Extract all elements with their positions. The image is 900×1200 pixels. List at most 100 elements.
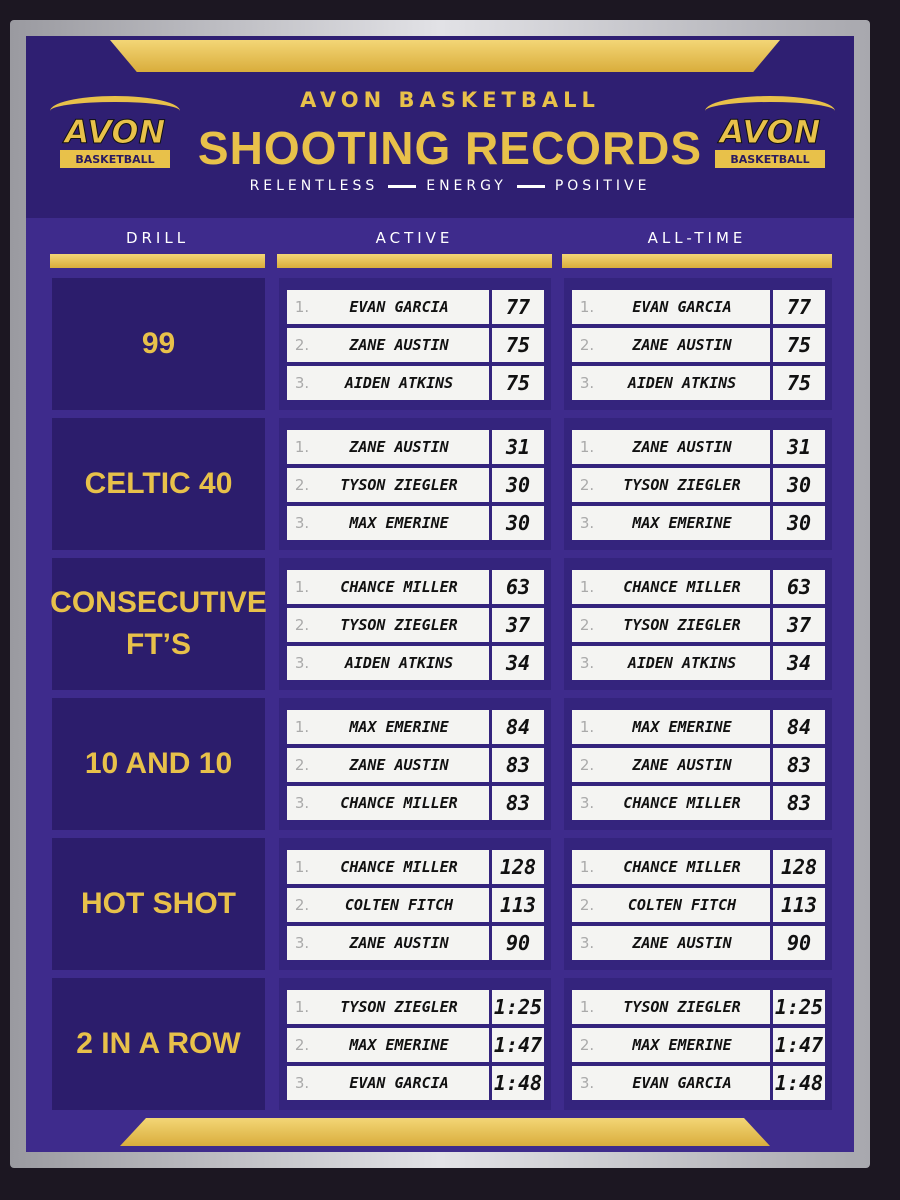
entry-rank: 1.	[579, 718, 595, 736]
entry-strip	[287, 290, 489, 324]
motto-word: RELENTLESS	[249, 178, 379, 194]
entry-name: EVAN GARCIA	[632, 1074, 732, 1092]
column-header: ALL-TIME	[647, 229, 747, 247]
entry-strip	[572, 570, 770, 604]
drill-cell	[52, 418, 265, 550]
entry-score: 30	[492, 506, 544, 540]
entry-strip	[572, 710, 770, 744]
entry-score: 1:48	[492, 1066, 544, 1100]
entry-name: CHANCE MILLER	[340, 578, 458, 596]
entry-score: 34	[492, 646, 544, 680]
entry-rank: 1.	[579, 298, 595, 316]
title: SHOOTING RECORDS	[197, 122, 703, 174]
entry-score: 77	[492, 290, 544, 324]
entry-name: EVAN GARCIA	[349, 1074, 449, 1092]
entry-name: MAX EMERINE	[632, 718, 732, 736]
entry-strip	[287, 570, 489, 604]
entry-score: 31	[492, 430, 544, 464]
entry-score: 84	[773, 710, 825, 744]
entry-rank: 2.	[579, 336, 595, 354]
entry-score: 1:47	[492, 1028, 544, 1062]
column-bar	[50, 254, 265, 268]
entry-name: EVAN GARCIA	[349, 298, 449, 316]
column-header: ACTIVE	[375, 229, 454, 247]
column-header: DRILL	[125, 229, 190, 247]
entry-rank: 1.	[294, 298, 310, 316]
entry-score: 34	[773, 646, 825, 680]
entry-name: ZANE AUSTIN	[632, 756, 732, 774]
entry-score: 63	[492, 570, 544, 604]
entry-score: 113	[492, 888, 544, 922]
entry-rank: 3.	[294, 654, 310, 672]
entry-score: 90	[492, 926, 544, 960]
entry-name: ZANE AUSTIN	[349, 438, 449, 456]
entry-rank: 1.	[579, 438, 595, 456]
entry-score: 128	[492, 850, 544, 884]
drill-cell	[52, 838, 265, 970]
entry-strip	[572, 1066, 770, 1100]
entry-name: TYSON ZIEGLER	[623, 998, 741, 1016]
entry-score: 63	[773, 570, 825, 604]
entry-rank: 1.	[579, 578, 595, 596]
entry-rank: 1.	[294, 858, 310, 876]
drill-name: 2 IN A ROW	[76, 1027, 241, 1060]
entry-name: AIDEN ATKINS	[627, 374, 737, 392]
entry-name: AIDEN ATKINS	[344, 654, 454, 672]
entry-rank: 3.	[294, 934, 310, 952]
entry-strip	[572, 990, 770, 1024]
entry-strip	[572, 430, 770, 464]
entry-score: 77	[773, 290, 825, 324]
entry-strip	[572, 1028, 770, 1062]
entry-strip	[287, 328, 489, 362]
motto-word: POSITIVE	[554, 178, 651, 194]
entry-name: TYSON ZIEGLER	[340, 998, 458, 1016]
entry-strip	[287, 608, 489, 642]
entry-name: MAX EMERINE	[349, 1036, 449, 1054]
separator	[388, 184, 417, 188]
entry-score: 83	[492, 748, 544, 782]
drill-cell	[52, 698, 265, 830]
logo-subtitle: BASKETBALL	[60, 150, 170, 168]
entry-name: ZANE AUSTIN	[632, 438, 732, 456]
entry-score: 31	[773, 430, 825, 464]
entry-strip	[572, 328, 770, 362]
entry-score: 84	[492, 710, 544, 744]
entry-score: 1:47	[773, 1028, 825, 1062]
entry-rank: 1.	[579, 858, 595, 876]
entry-strip	[287, 506, 489, 540]
entry-name: TYSON ZIEGLER	[340, 616, 458, 634]
entry-score: 83	[492, 786, 544, 820]
entry-strip	[572, 786, 770, 820]
entry-strip	[572, 646, 770, 680]
entry-rank: 1.	[579, 998, 595, 1016]
entry-rank: 2.	[294, 616, 310, 634]
entry-name: CHANCE MILLER	[623, 578, 741, 596]
entry-rank: 3.	[579, 654, 595, 672]
entry-strip	[287, 430, 489, 464]
school: AVON BASKETBALL	[300, 88, 600, 112]
entry-strip	[572, 506, 770, 540]
entry-rank: 3.	[579, 934, 595, 952]
entry-rank: 3.	[294, 514, 310, 532]
entry-name: ZANE AUSTIN	[632, 336, 732, 354]
entry-name: AIDEN ATKINS	[344, 374, 454, 392]
bottom-bar	[120, 1118, 770, 1146]
entry-strip	[572, 926, 770, 960]
entry-strip	[572, 468, 770, 502]
drill-name: CELTIC 40	[84, 467, 233, 500]
entry-score: 1:48	[773, 1066, 825, 1100]
entry-name: COLTEN FITCH	[627, 896, 737, 914]
entry-name: TYSON ZIEGLER	[623, 476, 741, 494]
column-bar	[277, 254, 552, 268]
entry-rank: 2.	[579, 756, 595, 774]
entry-rank: 3.	[579, 514, 595, 532]
entry-name: MAX EMERINE	[349, 718, 449, 736]
entry-strip	[287, 926, 489, 960]
entry-name: ZANE AUSTIN	[349, 336, 449, 354]
logo-swoosh	[705, 96, 835, 126]
entry-rank: 1.	[294, 998, 310, 1016]
drill-name: 10 AND 10	[84, 747, 233, 780]
entry-name: AIDEN ATKINS	[627, 654, 737, 672]
entry-strip	[572, 888, 770, 922]
